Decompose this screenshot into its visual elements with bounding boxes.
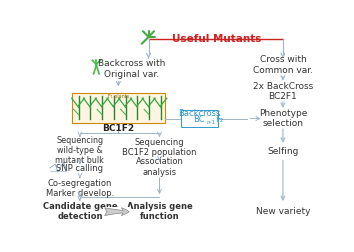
FancyBboxPatch shape xyxy=(182,110,218,127)
Text: Analysis gene
function: Analysis gene function xyxy=(127,202,192,221)
FancyBboxPatch shape xyxy=(72,93,165,123)
Text: Cross with
Common var.: Cross with Common var. xyxy=(253,55,313,75)
Text: BC: BC xyxy=(193,115,205,124)
Text: Phenotype
selection: Phenotype selection xyxy=(259,109,307,128)
Text: Useful Mutants: Useful Mutants xyxy=(172,34,261,44)
Text: Sequencing
wild-type &
mutant bulk: Sequencing wild-type & mutant bulk xyxy=(56,136,104,166)
Text: New variety: New variety xyxy=(256,207,310,216)
Text: F₁ plants: F₁ plants xyxy=(108,94,129,99)
Text: Co-segregation
Marker develop.: Co-segregation Marker develop. xyxy=(46,179,114,198)
Text: SNP calling: SNP calling xyxy=(56,165,103,173)
Text: n-1: n-1 xyxy=(207,119,216,124)
Text: Selfing: Selfing xyxy=(267,147,299,156)
Text: Backcross: Backcross xyxy=(178,109,221,118)
FancyBboxPatch shape xyxy=(103,207,131,216)
Text: Association
analysis: Association analysis xyxy=(136,157,183,177)
Text: 2x BackCross
BC2F1: 2x BackCross BC2F1 xyxy=(253,82,313,101)
Text: Candidate gene
detection: Candidate gene detection xyxy=(42,202,117,221)
Text: F₂: F₂ xyxy=(215,115,223,124)
Text: Sequencing
BC1F2 population: Sequencing BC1F2 population xyxy=(122,138,197,157)
Text: BC1F2: BC1F2 xyxy=(102,124,135,133)
Text: Backcross with
Original var.: Backcross with Original var. xyxy=(98,59,166,79)
